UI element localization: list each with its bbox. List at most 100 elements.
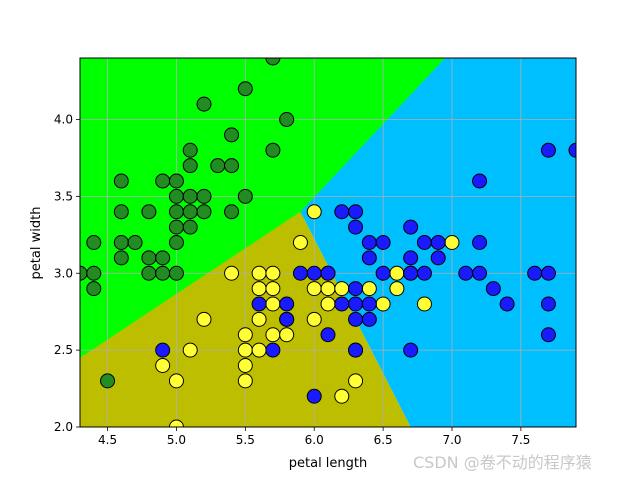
y-tick-label: 2.0	[54, 420, 73, 434]
data-point-series-1	[265, 296, 281, 312]
data-point-series-1	[265, 281, 281, 297]
data-point-series-0	[86, 235, 102, 250]
data-point-series-2	[375, 265, 391, 281]
x-tick-label: 7.5	[511, 433, 530, 447]
data-point-series-0	[168, 204, 184, 220]
data-point-series-2	[320, 265, 336, 281]
data-point-series-2	[540, 296, 556, 312]
data-point-series-2	[361, 311, 377, 327]
data-point-series-0	[168, 235, 184, 250]
data-point-series-0	[113, 204, 129, 220]
data-point-series-0	[113, 173, 129, 189]
data-point-series-1	[251, 342, 267, 358]
data-point-series-2	[334, 296, 350, 312]
data-point-series-2	[499, 296, 515, 312]
x-tick-label: 7.0	[442, 433, 461, 447]
data-point-series-1	[251, 281, 267, 297]
y-tick-label: 2.5	[54, 343, 73, 357]
x-tick-label: 6.0	[305, 433, 324, 447]
data-point-series-2	[348, 296, 364, 312]
data-point-series-2	[403, 219, 419, 235]
data-point-series-0	[182, 204, 198, 220]
data-point-series-2	[265, 342, 281, 358]
y-tick-label: 4.0	[54, 113, 73, 127]
data-point-series-0	[141, 250, 157, 266]
data-point-series-0	[113, 250, 129, 266]
data-point-series-1	[361, 281, 377, 297]
data-point-series-0	[155, 173, 171, 189]
data-point-series-2	[361, 250, 377, 266]
data-point-series-0	[265, 58, 281, 66]
watermark-text: CSDN @卷不动的程序猿	[413, 453, 592, 472]
data-point-series-1	[320, 281, 336, 297]
data-point-series-2	[279, 296, 295, 312]
data-point-series-2	[485, 281, 501, 297]
y-tick-label: 3.0	[54, 266, 73, 280]
data-point-series-0	[237, 188, 253, 204]
y-ticks: 2.0 2.5 3.0 3.5 4.0	[54, 113, 80, 434]
data-point-series-2	[527, 265, 543, 281]
data-point-series-1	[444, 235, 460, 250]
data-point-series-1	[237, 373, 253, 389]
region-green	[80, 58, 446, 358]
data-point-series-0	[224, 158, 240, 174]
data-point-series-2	[334, 204, 350, 220]
data-point-series-1	[306, 311, 322, 327]
data-point-series-2	[375, 235, 391, 250]
data-point-series-1	[168, 373, 184, 389]
data-point-series-2	[416, 265, 432, 281]
data-point-series-2	[472, 265, 488, 281]
data-point-series-0	[196, 188, 212, 204]
x-tick-label: 6.5	[374, 433, 393, 447]
data-point-series-0	[279, 112, 295, 127]
data-point-series-1	[251, 311, 267, 327]
data-point-series-0	[196, 96, 212, 112]
data-point-series-1	[320, 296, 336, 312]
data-point-series-0	[113, 235, 129, 250]
data-point-series-1	[292, 235, 308, 250]
data-point-series-0	[168, 188, 184, 204]
data-points	[80, 58, 576, 427]
data-point-series-2	[568, 142, 576, 158]
data-point-series-0	[182, 142, 198, 158]
data-point-series-2	[540, 142, 556, 158]
data-point-series-1	[306, 281, 322, 297]
data-point-series-2	[540, 265, 556, 281]
data-point-series-2	[279, 311, 295, 327]
data-point-series-2	[403, 342, 419, 358]
data-point-series-1	[279, 327, 295, 343]
data-point-series-1	[196, 311, 212, 327]
data-point-series-0	[210, 158, 226, 174]
data-point-series-2	[472, 235, 488, 250]
data-point-series-2	[472, 173, 488, 189]
data-point-series-2	[361, 235, 377, 250]
data-point-series-0	[86, 281, 102, 297]
y-axis-label: petal width	[29, 207, 44, 280]
data-point-series-0	[127, 235, 143, 250]
data-point-series-0	[86, 265, 102, 281]
data-point-series-1	[251, 265, 267, 281]
data-point-series-1	[155, 358, 171, 373]
data-point-series-0	[265, 142, 281, 158]
x-tick-label: 5.0	[167, 433, 186, 447]
data-point-series-2	[403, 265, 419, 281]
data-point-series-1	[182, 342, 198, 358]
data-point-series-2	[430, 250, 446, 266]
x-tick-label: 4.5	[98, 433, 117, 447]
data-point-series-2	[320, 327, 336, 343]
data-point-series-2	[348, 219, 364, 235]
data-point-series-0	[224, 127, 240, 143]
data-point-series-0	[196, 204, 212, 220]
data-point-series-2	[251, 296, 267, 312]
data-point-series-2	[155, 342, 171, 358]
data-point-series-0	[141, 204, 157, 220]
data-point-series-0	[141, 265, 157, 281]
data-point-series-2	[306, 265, 322, 281]
data-point-series-0	[168, 173, 184, 189]
data-point-series-1	[334, 281, 350, 297]
data-point-series-1	[389, 281, 405, 297]
data-point-series-1	[348, 373, 364, 389]
data-point-series-1	[237, 327, 253, 343]
data-point-series-2	[540, 327, 556, 343]
